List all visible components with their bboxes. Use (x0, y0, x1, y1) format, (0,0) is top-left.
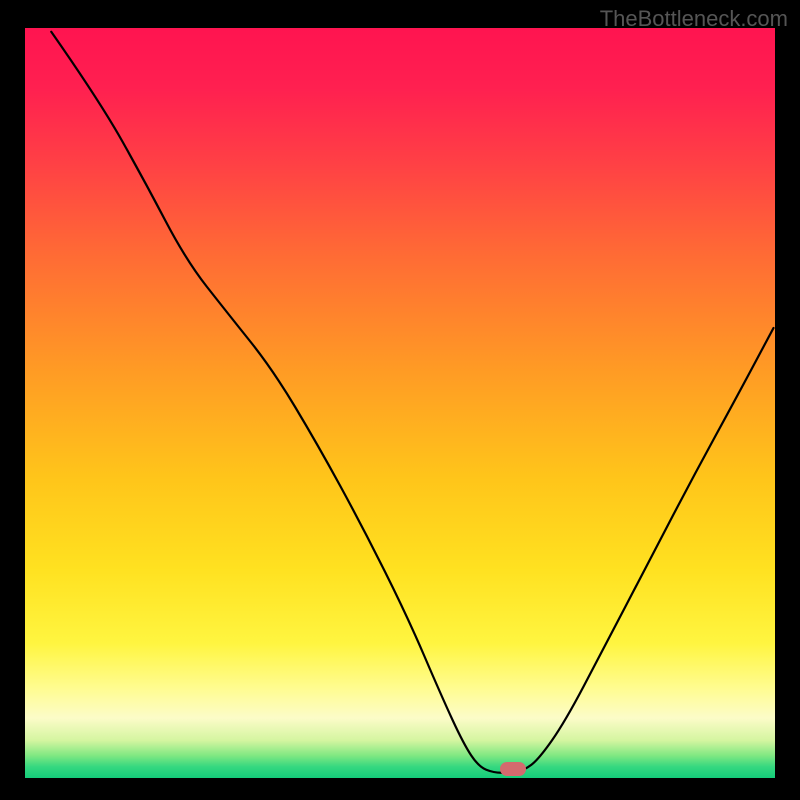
watermark-text: TheBottleneck.com (600, 6, 788, 32)
optimum-marker (500, 762, 526, 776)
bottleneck-curve (25, 28, 775, 778)
chart-container: TheBottleneck.com (0, 0, 800, 800)
plot-area (25, 28, 775, 778)
